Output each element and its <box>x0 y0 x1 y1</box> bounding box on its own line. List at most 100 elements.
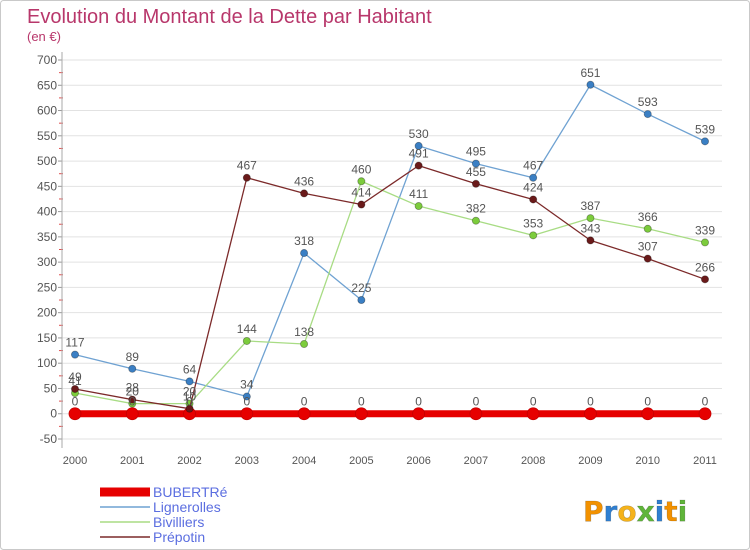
data-label-bivilliers: 387 <box>580 199 600 213</box>
data-label-prepotin: 28 <box>126 381 140 395</box>
data-point-bivilliers <box>643 224 652 233</box>
data-point-bivilliers <box>414 202 423 211</box>
x-tick-label: 2011 <box>693 455 717 467</box>
y-tick-label: 0 <box>50 407 57 421</box>
data-point-bivilliers <box>242 336 251 345</box>
x-tick-label: 2004 <box>292 455 316 467</box>
data-label-bubertre: 0 <box>301 395 308 409</box>
y-tick-label: 700 <box>37 53 57 67</box>
data-label-bivilliers: 138 <box>294 325 314 339</box>
y-tick-label: 450 <box>37 179 57 193</box>
legend-label: Lignerolles <box>153 499 221 515</box>
data-point-prepotin <box>300 189 309 198</box>
data-point-bivilliers <box>529 231 538 240</box>
data-label-lignerolles: 495 <box>466 145 486 159</box>
data-point-lignerolles <box>414 141 423 150</box>
data-point-prepotin <box>643 254 652 263</box>
data-label-prepotin: 414 <box>351 186 371 200</box>
data-point-bivilliers <box>357 177 366 186</box>
data-label-prepotin: 455 <box>466 165 486 179</box>
data-label-prepotin: 436 <box>294 174 314 188</box>
data-point-bubertre <box>68 407 82 421</box>
legend-label: Bivilliers <box>153 514 204 530</box>
data-point-lignerolles <box>529 173 538 182</box>
data-point-lignerolles <box>71 350 80 359</box>
data-point-bubertre <box>297 407 311 421</box>
y-tick-label: 200 <box>37 306 57 320</box>
data-point-bubertre <box>469 407 483 421</box>
data-point-lignerolles <box>586 80 595 89</box>
data-point-bubertre <box>526 407 540 421</box>
data-label-bivilliers: 144 <box>237 322 257 336</box>
legend-item-bubertre: BUBERTRé <box>100 484 228 500</box>
data-label-bivilliers: 460 <box>351 162 371 176</box>
data-label-lignerolles: 117 <box>65 336 84 350</box>
data-point-prepotin <box>128 395 137 404</box>
x-tick-label: 2000 <box>63 455 87 467</box>
chart-title: Evolution du Montant de la Dette par Hab… <box>27 6 432 28</box>
x-tick-label: 2010 <box>635 455 659 467</box>
data-point-prepotin <box>242 173 251 182</box>
data-point-prepotin <box>414 161 423 170</box>
data-label-bubertre: 0 <box>358 395 365 409</box>
data-label-prepotin: 266 <box>695 260 715 274</box>
data-label-bubertre: 0 <box>72 395 79 409</box>
data-point-bivilliers <box>586 214 595 223</box>
x-tick-label: 2009 <box>578 455 602 467</box>
data-label-prepotin: 343 <box>580 221 600 235</box>
data-label-bubertre: 0 <box>644 395 651 409</box>
legend-swatch <box>100 487 150 497</box>
series-line-prepotin <box>74 164 706 410</box>
data-label-lignerolles: 530 <box>409 127 429 141</box>
data-label-bubertre: 0 <box>587 395 594 409</box>
data-label-bivilliers: 382 <box>466 202 486 216</box>
data-point-lignerolles <box>357 296 366 305</box>
y-tick-label: 300 <box>37 255 57 269</box>
data-label-bubertre: 0 <box>415 395 422 409</box>
data-point-lignerolles <box>643 110 652 119</box>
data-point-bivilliers <box>471 216 480 225</box>
data-point-lignerolles <box>242 392 251 401</box>
x-tick-label: 2001 <box>120 455 144 467</box>
y-tick-label: 350 <box>37 230 57 244</box>
data-labels: 0 0 0 0 0 0 0 0 0 0 0 0 117 89 64 34 318 225 530 495 467 651 5… <box>65 66 715 409</box>
grid <box>62 59 722 440</box>
data-label-bivilliers: 339 <box>695 223 715 237</box>
data-point-bubertre <box>125 407 139 421</box>
data-label-bivilliers: 20 <box>126 385 140 399</box>
plot-series <box>68 80 712 421</box>
data-label-lignerolles: 34 <box>240 378 254 392</box>
data-label-prepotin: 491 <box>409 147 429 161</box>
data-label-lignerolles: 318 <box>294 234 314 248</box>
data-label-bivilliers: 20 <box>183 385 197 399</box>
y-tick-label: -50 <box>40 432 58 446</box>
data-label-prepotin: 467 <box>237 159 257 173</box>
y-tick-label: 50 <box>44 381 58 395</box>
y-tick-label: 550 <box>37 129 57 143</box>
data-point-prepotin <box>471 179 480 188</box>
legend-item-prepotin: Prépotin <box>100 529 205 545</box>
y-tick-label: 250 <box>37 280 57 294</box>
series-line-bivilliers <box>74 180 706 405</box>
data-point-prepotin <box>529 195 538 204</box>
data-point-prepotin <box>71 384 80 393</box>
data-point-bubertre <box>698 407 712 421</box>
y-tick-label: 500 <box>37 154 57 168</box>
x-tick-label: 2008 <box>521 455 545 467</box>
data-label-prepotin: 307 <box>638 240 658 254</box>
data-point-prepotin <box>357 200 366 209</box>
data-label-bivilliers: 41 <box>68 374 82 388</box>
data-label-lignerolles: 651 <box>580 66 600 80</box>
data-label-prepotin: 424 <box>523 180 543 194</box>
y-tick-label: 400 <box>37 205 57 219</box>
data-label-lignerolles: 593 <box>638 95 658 109</box>
data-point-bivilliers <box>701 238 710 247</box>
data-point-bivilliers <box>300 339 309 348</box>
data-label-bubertre: 0 <box>702 395 709 409</box>
axes: -500501001502002503003504004505005506006… <box>37 52 717 467</box>
data-point-prepotin <box>701 275 710 284</box>
data-label-bivilliers: 353 <box>523 216 543 230</box>
